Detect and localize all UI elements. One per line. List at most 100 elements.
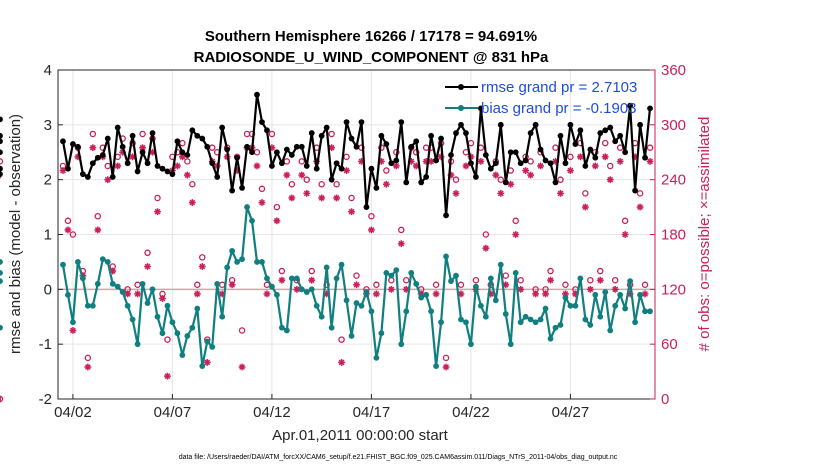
obs-assimilated-point (392, 162, 400, 170)
obs-possible-point (298, 158, 306, 165)
obs-assimilated-point (527, 171, 535, 179)
obs-possible-point (557, 176, 564, 183)
asterisk-stroke (129, 153, 136, 160)
y-tick-label: 1 (44, 227, 52, 244)
asterisk-stroke (174, 163, 181, 169)
y2-axis-ticks: 0 60 120 180 240 300 360 (650, 62, 686, 408)
rmse-point (413, 138, 420, 145)
y2-tick-label: 0 (661, 391, 669, 408)
rmse-point (293, 143, 300, 150)
bias-point (0, 259, 3, 265)
y-tick-label: 4 (44, 62, 52, 79)
rmse-point (532, 121, 539, 128)
obs-assimilated-point (89, 144, 97, 152)
asterisk-stroke (463, 163, 469, 169)
obs-assimilated-point (492, 171, 500, 179)
bias-point (413, 280, 420, 287)
obs-possible-point (482, 231, 490, 238)
asterisk-stroke (124, 290, 131, 297)
bias-point (587, 322, 594, 328)
obs-assimilated-point (129, 153, 137, 161)
obs-possible-point (94, 212, 102, 220)
rmse-point (398, 119, 405, 125)
asterisk-stroke (477, 158, 484, 165)
bias-point (229, 248, 236, 254)
bias-point (179, 352, 186, 359)
rmse-point (348, 135, 355, 142)
asterisk-stroke (592, 163, 599, 169)
rmse-point (438, 135, 444, 142)
y-tick-label: -1 (39, 336, 52, 353)
bias-point (492, 297, 499, 304)
obs-possible-point (64, 217, 72, 225)
legend-bias-label: bias grand pr = -0.1903 (481, 100, 637, 117)
obs-assimilated-point (432, 290, 440, 298)
obs-possible-point (278, 267, 286, 275)
obs-assimilated-point (452, 189, 460, 197)
obs-assimilated-point (124, 290, 132, 298)
asterisk-stroke (259, 199, 265, 206)
rmse-point (0, 165, 3, 172)
obs-assimilated-point (621, 231, 629, 238)
obs-assimilated-point (159, 295, 166, 302)
asterisk-stroke (542, 290, 549, 297)
bias-point (194, 305, 201, 312)
asterisk-stroke (647, 158, 653, 165)
obs-assimilated-point (601, 153, 609, 161)
asterisk-stroke (403, 286, 410, 293)
bias-point (348, 333, 355, 339)
rmse-point (114, 124, 121, 131)
asterisk-stroke (612, 286, 619, 293)
obs-possible-point (0, 395, 4, 403)
rmse-point (119, 143, 126, 150)
asterisk-stroke (582, 204, 589, 210)
asterisk-stroke (144, 263, 151, 270)
obs-assimilated-point (427, 157, 435, 165)
bias-point (418, 294, 425, 301)
obs-possible-point (547, 267, 554, 275)
rmse-point (194, 132, 201, 139)
obs-assimilated-point (164, 372, 171, 380)
rmse-point (65, 165, 71, 172)
bias-point (393, 267, 400, 274)
obs-assimilated-point (59, 167, 67, 174)
bias-point (557, 322, 564, 328)
rmse-point (567, 121, 574, 128)
asterisk-stroke (239, 364, 245, 370)
asterisk-stroke (567, 167, 574, 174)
asterisk-stroke (453, 190, 459, 197)
obs-assimilated-point (188, 199, 196, 206)
obs-assimilated-point (581, 203, 589, 211)
obs-possible-point (258, 185, 266, 193)
bias-point (597, 313, 604, 320)
obs-assimilated-point (303, 189, 311, 197)
rmse-point (259, 119, 265, 125)
rmse-point (453, 130, 459, 136)
obs-possible-point (268, 130, 276, 138)
obs-possible-point (646, 144, 654, 151)
rmse-point (199, 135, 206, 142)
rmse-point (468, 160, 474, 167)
bias-point (617, 291, 624, 298)
obs-assimilated-point (397, 240, 405, 248)
bias-point (577, 275, 584, 282)
bias-point (264, 275, 270, 282)
rmse-point (373, 184, 380, 191)
bias-point (288, 275, 295, 282)
footnote-data-file: data file: /Users/raeder/DAI/ATM_forcXX/… (179, 454, 618, 461)
bias-point (487, 275, 494, 282)
obs-possible-point (457, 281, 465, 289)
x-tick-label: 04/02 (54, 404, 92, 421)
rmse-point (164, 168, 171, 175)
rmse-point (264, 127, 270, 134)
obs-possible-point (597, 267, 604, 275)
asterisk-stroke (278, 277, 285, 284)
obs-assimilated-point (114, 162, 122, 170)
asterisk-stroke (194, 290, 201, 297)
obs-assimilated-point (94, 226, 102, 234)
bias-point (234, 259, 241, 265)
obs-assimilated-point (144, 263, 151, 270)
obs-possible-point (432, 281, 440, 289)
obs-assimilated-point (611, 285, 619, 293)
y-tick-label: 3 (44, 117, 52, 134)
